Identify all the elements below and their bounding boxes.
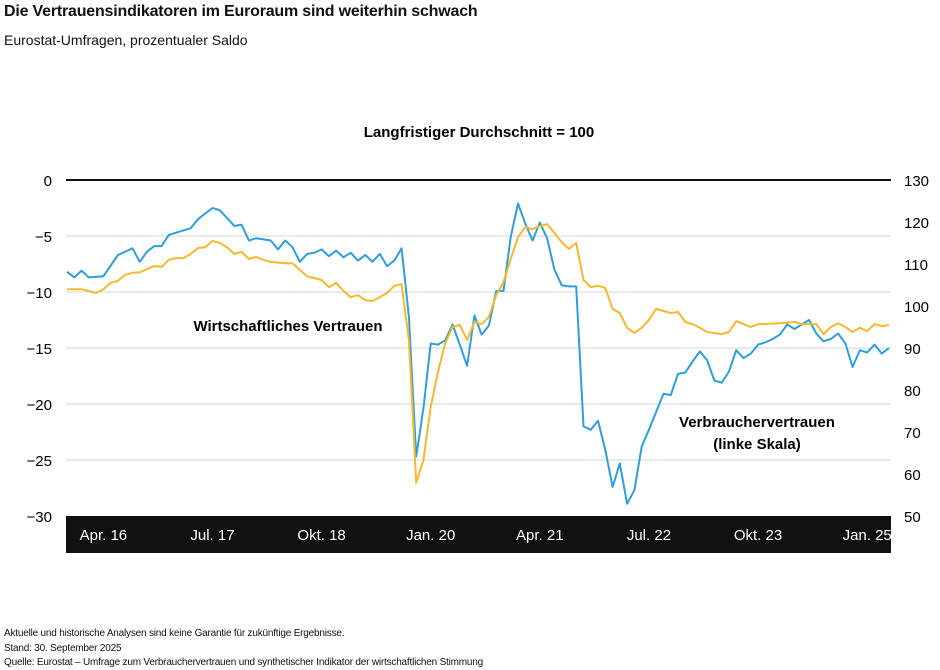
chart: Langfristiger Durchschnitt = 100 0 −5 −10 −…: [27, 124, 929, 553]
y-right-tick-label: 130: [904, 173, 929, 190]
y-right-tick-label: 120: [904, 215, 929, 232]
y-right-tick-label: 60: [904, 467, 921, 484]
series-line-economic-sentiment: [67, 223, 890, 484]
y-right-tick-label: 100: [904, 299, 929, 316]
y-left-tick-label: 0: [44, 173, 52, 190]
series-label-consumer-axis: (linke Skala): [713, 436, 801, 453]
chart-subtitle: Eurostat-Umfragen, prozentualer Saldo: [4, 32, 248, 48]
y-right-tick-label: 50: [904, 509, 921, 526]
y-right-tick-label: 70: [904, 425, 921, 442]
y-left-tick-label: −5: [35, 229, 52, 246]
y-left-tick-label: −15: [27, 341, 52, 358]
x-tick-label: Jul. 17: [190, 527, 234, 544]
y-left-tick-label: −20: [27, 397, 52, 414]
x-tick-label: Jan. 20: [406, 527, 455, 544]
chart-annotation: Langfristiger Durchschnitt = 100: [364, 124, 594, 141]
x-tick-label: Apr. 16: [80, 527, 128, 544]
x-tick-label: Okt. 23: [734, 527, 782, 544]
x-tick-label: Jan. 25: [843, 527, 892, 544]
y-right-tick-label: 90: [904, 341, 921, 358]
footer-date: Stand: 30. September 2025: [4, 643, 122, 654]
y-left-tick-label: −10: [27, 285, 52, 302]
x-axis-band: [66, 516, 891, 553]
y-left-tick-label: −30: [27, 509, 52, 526]
series-line-consumer-confidence: [66, 202, 890, 505]
x-tick-label: Apr. 21: [516, 527, 564, 544]
series-label-business: Wirtschaftliches Vertrauen: [193, 318, 382, 335]
y-left-tick-label: −25: [27, 453, 52, 470]
footer-disclaimer: Aktuelle und historische Analysen sind k…: [4, 628, 345, 639]
x-tick-label: Okt. 18: [297, 527, 345, 544]
y-right-tick-label: 80: [904, 383, 921, 400]
footer-source: Quelle: Eurostat – Umfrage zum Verbrauch…: [4, 657, 483, 668]
series-label-consumer: Verbrauchervertrauen: [679, 414, 835, 431]
x-tick-label: Jul. 22: [627, 527, 671, 544]
y-right-tick-label: 110: [904, 257, 928, 274]
chart-title: Die Vertrauensindikatoren im Euroraum si…: [4, 3, 478, 20]
